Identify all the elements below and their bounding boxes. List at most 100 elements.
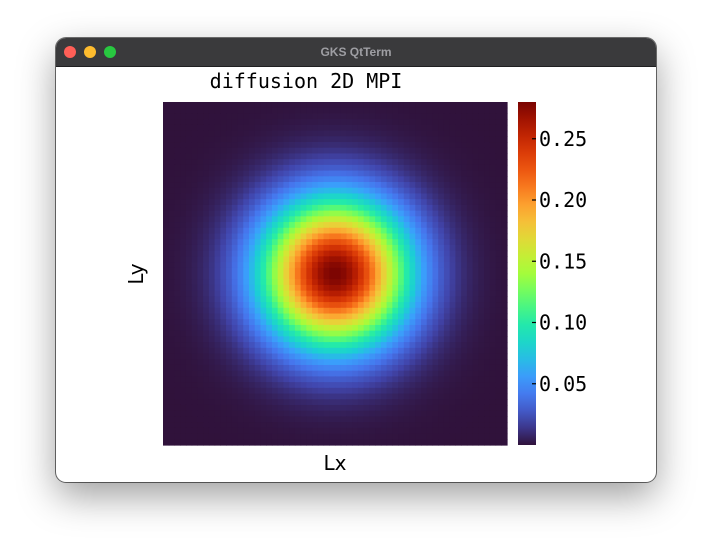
heatmap-cell xyxy=(277,147,284,155)
heatmap-cell xyxy=(403,182,411,189)
heatmap-cell xyxy=(443,399,451,406)
heatmap-cell xyxy=(260,256,267,263)
heatmap-cell xyxy=(220,187,227,195)
heatmap-cell xyxy=(163,182,170,189)
heatmap-cell xyxy=(260,119,267,126)
heatmap-cell xyxy=(174,107,181,115)
heatmap-cell xyxy=(185,204,193,212)
heatmap-cell xyxy=(501,433,508,440)
heatmap-cell xyxy=(455,136,462,143)
heatmap-cell xyxy=(289,204,296,212)
heatmap-cell xyxy=(163,410,170,418)
heatmap-cell xyxy=(185,119,193,126)
heatmap-cell xyxy=(168,290,176,297)
heatmap-cell xyxy=(237,182,244,189)
heatmap-cell xyxy=(484,427,491,435)
heatmap-cell xyxy=(426,359,434,366)
heatmap-cell xyxy=(335,296,342,303)
heatmap-cell xyxy=(300,222,307,229)
heatmap-cell xyxy=(363,422,370,429)
heatmap-cell xyxy=(289,399,296,406)
heatmap-cell xyxy=(340,113,348,120)
heatmap-cell xyxy=(478,427,485,435)
heatmap-cell xyxy=(260,319,267,326)
heatmap-cell xyxy=(306,199,313,206)
title-bar[interactable]: GKS QtTerm xyxy=(56,38,656,67)
heatmap-cell xyxy=(294,239,302,246)
heatmap-cell xyxy=(174,227,181,235)
heatmap-cell xyxy=(277,159,284,166)
maximize-button[interactable] xyxy=(104,46,116,58)
heatmap-cell xyxy=(191,404,198,412)
heatmap-cell xyxy=(185,170,193,177)
heatmap-cell xyxy=(398,399,405,406)
heatmap-cell xyxy=(312,267,319,275)
heatmap-cell xyxy=(357,227,365,235)
heatmap-cell xyxy=(289,136,296,143)
heatmap-cell xyxy=(489,210,497,217)
heatmap-cell xyxy=(335,382,342,389)
heatmap-cell xyxy=(386,359,393,366)
heatmap-cell xyxy=(443,347,451,355)
heatmap-cell xyxy=(461,153,468,160)
heatmap-cell xyxy=(409,370,416,377)
heatmap-cell xyxy=(317,210,325,217)
heatmap-cell xyxy=(461,353,468,360)
heatmap-cell xyxy=(415,279,422,286)
heatmap-cell xyxy=(415,404,422,412)
heatmap-cell xyxy=(214,404,221,412)
heatmap-cell xyxy=(352,147,359,155)
heatmap-cell xyxy=(226,387,233,395)
heatmap-cell xyxy=(220,324,227,332)
heatmap-cell xyxy=(466,313,474,320)
heatmap-cell xyxy=(426,324,434,332)
heatmap-cell xyxy=(461,113,468,120)
heatmap-cell xyxy=(489,170,497,177)
heatmap-cell xyxy=(398,290,405,297)
heatmap-cell xyxy=(191,136,198,143)
heatmap-cell xyxy=(495,233,502,240)
heatmap-cell xyxy=(335,416,342,423)
heatmap-cell xyxy=(312,222,319,229)
heatmap-cell xyxy=(197,233,204,240)
heatmap-cell xyxy=(237,284,244,292)
heatmap-cell xyxy=(369,296,376,303)
close-button[interactable] xyxy=(64,46,76,58)
heatmap-cell xyxy=(369,427,376,435)
heatmap-cell xyxy=(375,273,382,280)
heatmap-cell xyxy=(501,284,508,292)
heatmap-cell xyxy=(317,199,325,206)
heatmap-cell xyxy=(277,433,284,440)
heatmap-cell xyxy=(237,422,244,429)
heatmap-cell xyxy=(369,170,376,177)
heatmap-cell xyxy=(495,290,502,297)
heatmap-cell xyxy=(455,353,462,360)
heatmap-cell xyxy=(449,210,456,217)
heatmap-cell xyxy=(294,376,302,383)
heatmap-cell xyxy=(306,187,313,195)
heatmap-cell xyxy=(352,307,359,315)
heatmap-cell xyxy=(191,307,198,315)
heatmap-cell xyxy=(501,347,508,355)
heatmap-cell xyxy=(478,113,485,120)
heatmap-cell xyxy=(323,296,330,303)
heatmap-cell xyxy=(363,319,370,326)
heatmap-cell xyxy=(312,142,319,149)
heatmap-cell xyxy=(243,113,250,120)
heatmap-cell xyxy=(375,422,382,429)
heatmap-cell xyxy=(203,433,210,440)
heatmap-cell xyxy=(461,222,468,229)
heatmap-cell xyxy=(185,256,193,263)
minimize-button[interactable] xyxy=(84,46,96,58)
heatmap-cell xyxy=(352,262,359,269)
heatmap-cell xyxy=(300,227,307,235)
heatmap-cell xyxy=(312,427,319,435)
heatmap-cell xyxy=(180,250,187,257)
heatmap-cell xyxy=(472,393,479,400)
heatmap-cell xyxy=(432,422,439,429)
heatmap-cell xyxy=(346,250,353,257)
heatmap-cell xyxy=(369,159,376,166)
heatmap-cell xyxy=(478,307,485,315)
heatmap-cell xyxy=(409,119,416,126)
heatmap-cell xyxy=(426,416,434,423)
